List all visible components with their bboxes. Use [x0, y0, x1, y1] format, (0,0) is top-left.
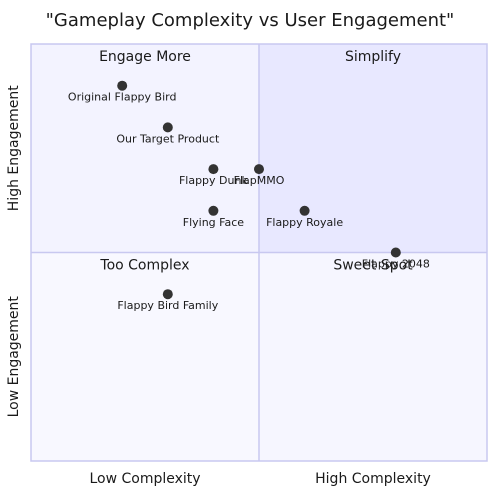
chart-title: "Gameplay Complexity vs User Engagement": [46, 10, 455, 31]
y-axis-low-label: Low Engagement: [6, 296, 22, 418]
data-point: Flappy Bird Family: [117, 289, 219, 312]
data-point-label: Flappy Bird Family: [117, 299, 218, 312]
data-point: Flying Face: [183, 205, 245, 229]
data-point: FlapMMO: [234, 164, 285, 187]
data-point: Our Target Product: [116, 122, 220, 145]
quadrant-bottom-right: [259, 252, 487, 461]
quadrant-label-engage-more: Engage More: [99, 49, 191, 65]
data-point: Original Flappy Bird: [68, 80, 177, 104]
quadrant-top-left: [31, 44, 259, 253]
quadrant-top-right: [259, 44, 487, 253]
data-point-marker: [299, 205, 310, 216]
quadrant-label-simplify: Simplify: [345, 49, 401, 65]
data-point: Flappy Dunk: [179, 164, 249, 187]
data-point: Flappy Royale: [266, 205, 343, 229]
data-point-label: Original Flappy Bird: [68, 91, 177, 104]
data-point-marker: [390, 247, 401, 258]
data-point-marker: [117, 80, 128, 91]
data-point-marker: [162, 122, 173, 133]
x-axis-high-label: High Complexity: [315, 471, 431, 487]
data-point-marker: [254, 164, 264, 175]
data-point-label: Flappy Dunk: [179, 174, 249, 187]
data-point-marker: [208, 164, 219, 175]
data-point: Flappy 2048: [362, 247, 430, 271]
data-point-label: Flappy Royale: [266, 216, 343, 229]
data-point-label: Our Target Product: [116, 132, 220, 145]
y-axis-high-label: High Engagement: [6, 85, 22, 211]
data-point-marker: [208, 205, 219, 216]
plot-border: [30, 43, 488, 462]
quadrant-bottom-left: [31, 252, 259, 461]
data-point-marker: [162, 289, 173, 300]
x-axis-low-label: Low Complexity: [89, 471, 200, 487]
quadrant-label-too-complex: Too Complex: [99, 258, 189, 274]
points-layer: Original Flappy Bird Our Target Product Fl…: [68, 80, 430, 312]
data-point-label: Flappy 2048: [362, 258, 430, 271]
data-point-label: Flying Face: [183, 216, 245, 229]
quadrant-label-sweet-spot: Sweet Spot: [333, 258, 413, 274]
data-point-label: FlapMMO: [234, 174, 285, 187]
